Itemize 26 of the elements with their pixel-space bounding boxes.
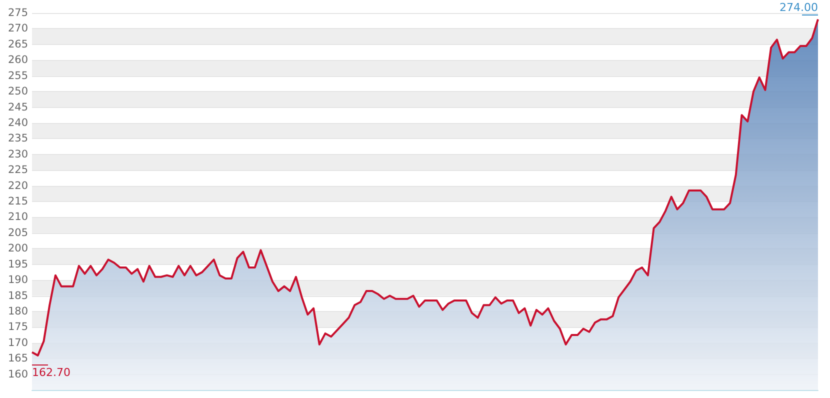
y-tick-label: 175 — [8, 321, 28, 334]
y-tick-label: 170 — [8, 336, 28, 349]
y-tick-label: 260 — [8, 54, 28, 66]
y-tick-label: 265 — [8, 38, 28, 50]
y-tick-label: 230 — [8, 148, 28, 160]
y-tick-label: 205 — [8, 226, 28, 239]
y-tick-label: 200 — [8, 242, 28, 255]
y-tick-label: 270 — [8, 22, 28, 35]
y-tick-label: 180 — [8, 305, 28, 318]
annotation: 162.70 — [32, 366, 70, 379]
y-tick-label: 210 — [8, 211, 28, 224]
y-tick-label: 250 — [8, 86, 28, 98]
y-tick-label: 165 — [8, 352, 28, 365]
y-tick-label: 245 — [8, 101, 28, 114]
y-tick-label: 255 — [8, 70, 28, 82]
y-tick-label: 195 — [8, 258, 28, 270]
y-tick-label: 215 — [8, 196, 28, 208]
y-tick-label: 275 — [8, 7, 28, 19]
y-tick-label: 225 — [8, 164, 28, 176]
y-tick-label: 190 — [8, 274, 28, 286]
annotation: 274.00 — [780, 1, 818, 14]
y-tick-label: 185 — [8, 290, 28, 302]
y-tick-label: 240 — [8, 116, 28, 129]
y-tick-label: 235 — [8, 132, 28, 145]
y-tick-label: 160 — [8, 368, 28, 380]
y-tick-label: 220 — [8, 180, 28, 192]
